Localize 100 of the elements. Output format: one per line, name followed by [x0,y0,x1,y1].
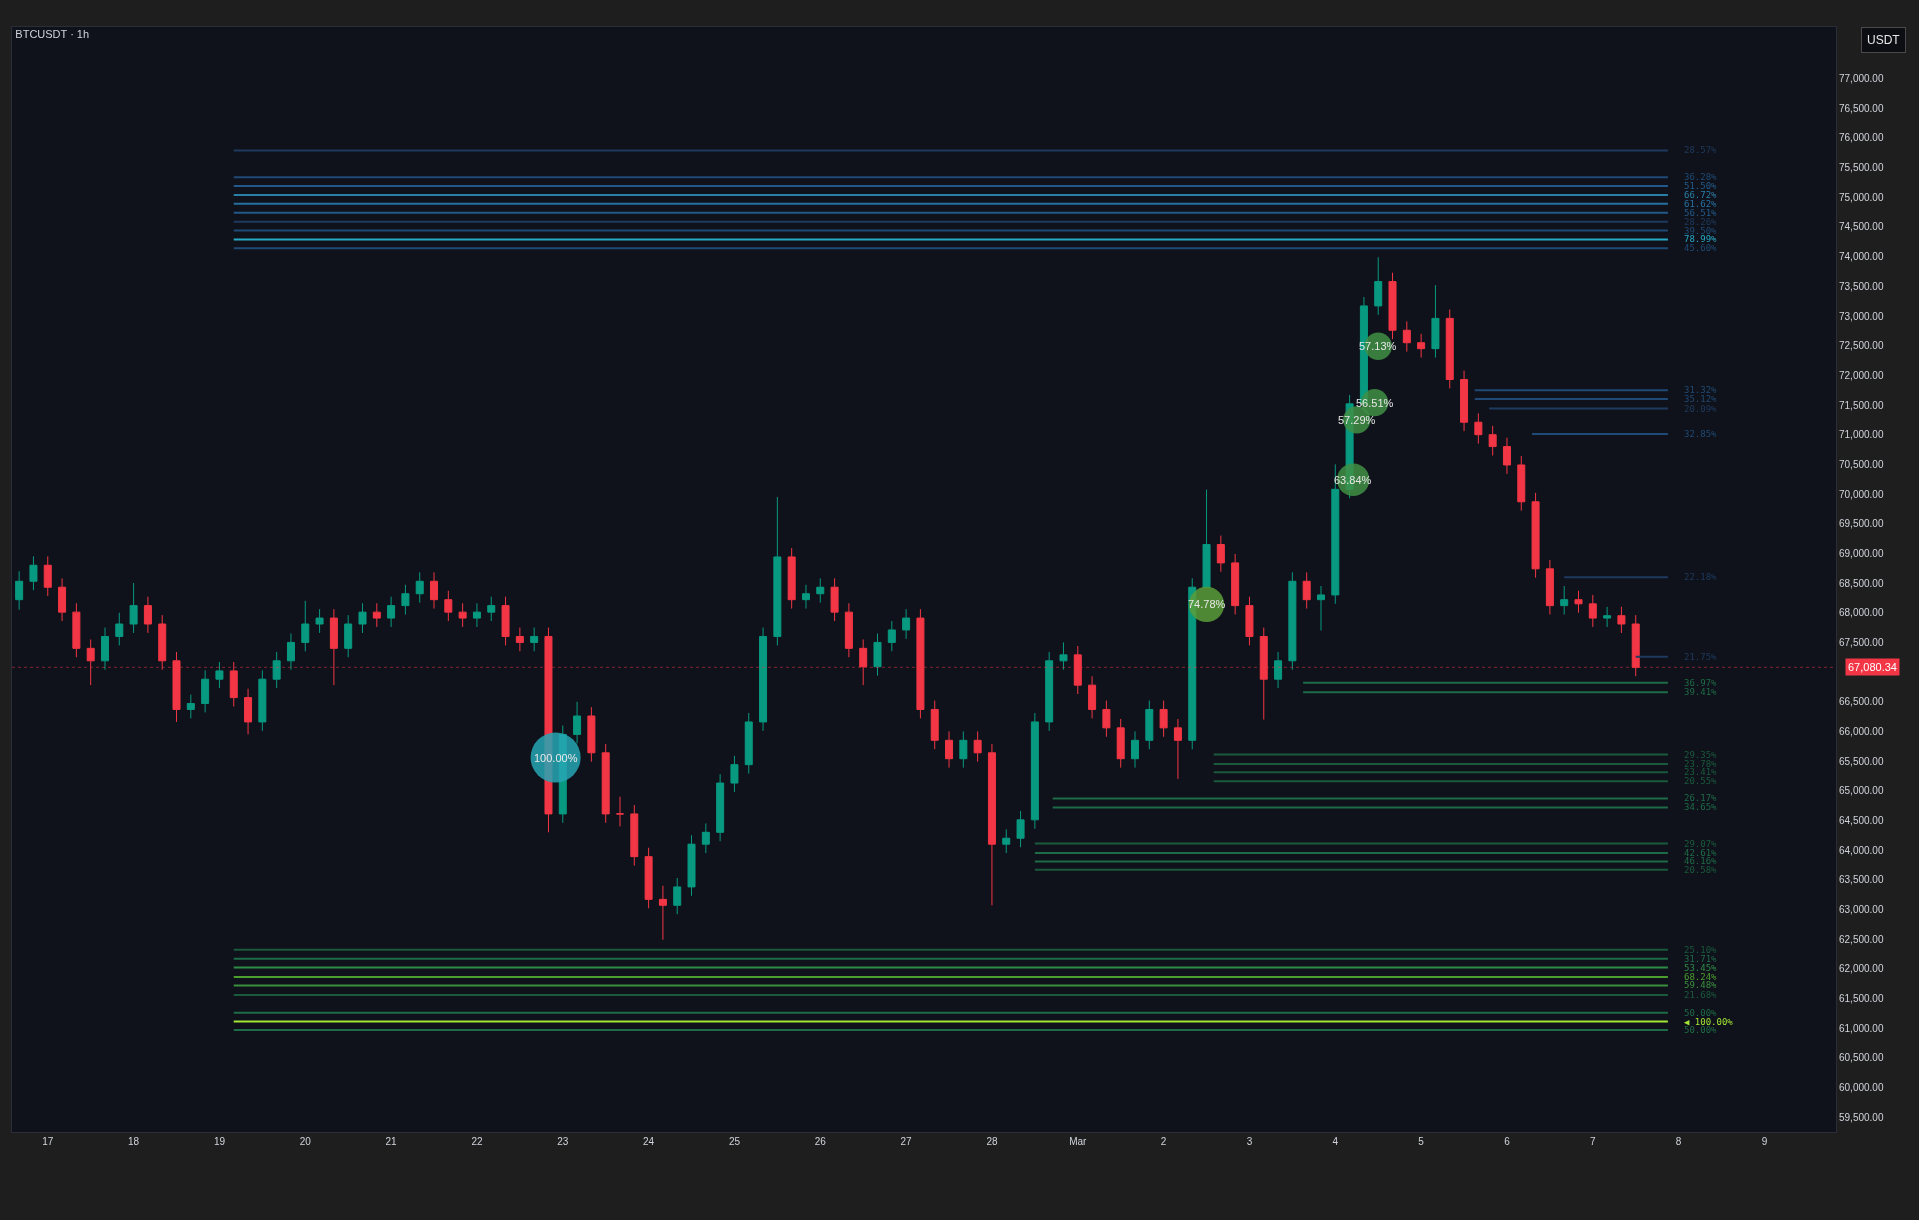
candlestick [902,608,911,640]
x-tick-label: 24 [643,1136,655,1147]
candlestick [1045,651,1054,732]
candlestick [973,730,982,763]
candlestick [1431,284,1440,359]
ref-line-label: 67,080.34 [1848,661,1897,673]
candlestick [873,633,882,677]
annotation: 32.85% [1684,429,1718,439]
annotation: 61.62% [1684,199,1718,209]
candlestick [158,614,167,671]
y-tick-label: 66,500.00 [1839,696,1884,708]
x-tick-label: 19 [213,1136,226,1147]
candlestick [143,596,152,634]
annotation: 21.75% [1684,652,1718,662]
x-tick-label: 8 [1675,1136,1682,1147]
annotation: 56.51% [1684,208,1718,218]
x-tick-label: Mar [1069,1136,1088,1147]
y-axis-title: USDT [1867,33,1901,47]
annotation: 66.72% [1684,190,1718,200]
annotation: 22.18% [1684,572,1718,582]
candlestick [43,555,52,597]
x-tick-label: 21 [385,1136,398,1147]
candlestick [1102,700,1111,738]
candlestick [258,669,267,732]
candlestick [673,877,682,915]
candlestick [658,885,667,941]
candlestick [1502,437,1511,475]
candlestick [1603,606,1612,628]
candlestick [816,577,825,604]
y-tick-label: 75,500.00 [1839,162,1884,174]
annotation: 20.55% [1684,776,1718,786]
candlestick [573,701,582,744]
candlestick [1517,455,1526,512]
y-tick-label: 68,000.00 [1839,607,1884,619]
candlestick [1145,700,1154,750]
candlestick [272,651,281,689]
candlestick [1617,606,1626,634]
y-tick-label: 61,500.00 [1839,992,1884,1004]
annotation: 21.68% [1684,990,1718,1000]
x-tick-label: 7 [1590,1136,1597,1147]
candlestick [1116,718,1125,769]
x-tick-label: 18 [128,1136,140,1147]
x-tick-label: 17 [42,1136,54,1147]
annotation: 34.65% [1684,802,1718,812]
candlestick [15,570,24,611]
annotation: 29.07% [1684,839,1718,849]
candlestick [744,712,753,775]
x-tick-label: 22 [471,1136,483,1147]
candlestick [1288,571,1297,671]
x-tick-label: 27 [900,1136,913,1147]
candlestick [29,555,38,591]
annotation: 100.00% [534,752,578,764]
candlestick [301,600,310,652]
candlestick [186,694,195,719]
candlestick [1631,614,1640,677]
x-tick-label: 20 [299,1136,312,1147]
candlestick [801,584,810,610]
annotation: 31.71% [1684,954,1718,964]
y-tick-label: 71,500.00 [1839,399,1884,411]
candlestick [1202,489,1211,588]
x-tick-label: 9 [1761,1136,1768,1147]
candlestick [916,608,925,719]
annotation: 78.99% [1684,234,1718,244]
y-tick-label: 64,000.00 [1839,844,1884,856]
candlestick [172,651,181,723]
y-tick-label: 67,500.00 [1839,636,1884,648]
candlestick [1016,810,1025,848]
y-tick-label: 64,500.00 [1839,814,1884,826]
candlestick [1560,585,1569,616]
candlestick [844,602,853,658]
y-tick-label: 76,000.00 [1839,132,1884,144]
candlestick [286,633,295,671]
candlestick [1073,645,1082,695]
candlestick [1216,535,1225,573]
candlestick [1574,590,1583,614]
candlestick [716,773,725,842]
candlestick [887,620,896,652]
candlestick [773,496,782,646]
annotation: 20.09% [1684,404,1718,414]
candlestick [687,834,696,897]
candlestick [1445,308,1454,389]
candlestick [344,614,353,658]
y-tick-label: 70,500.00 [1839,458,1884,470]
chart-title: BTCUSDT · 1h [15,28,90,41]
annotation: 39.50% [1684,226,1718,236]
candlestick [530,627,539,652]
candlestick [444,590,453,622]
candlestick [315,608,324,634]
y-tick-label: 69,500.00 [1839,518,1884,530]
x-tick-label: 6 [1504,1136,1511,1147]
y-tick-label: 75,000.00 [1839,191,1884,203]
candlestick [487,596,496,622]
annotation: 50.00% [1684,1008,1718,1018]
y-tick-label: 66,000.00 [1839,725,1884,737]
candlestick [787,547,796,610]
annotation: 46.16% [1684,856,1718,866]
candlestick [1374,256,1383,316]
candlestick [201,669,210,713]
y-tick-label: 65,000.00 [1839,785,1884,797]
y-tick-label: 60,000.00 [1839,1081,1884,1093]
